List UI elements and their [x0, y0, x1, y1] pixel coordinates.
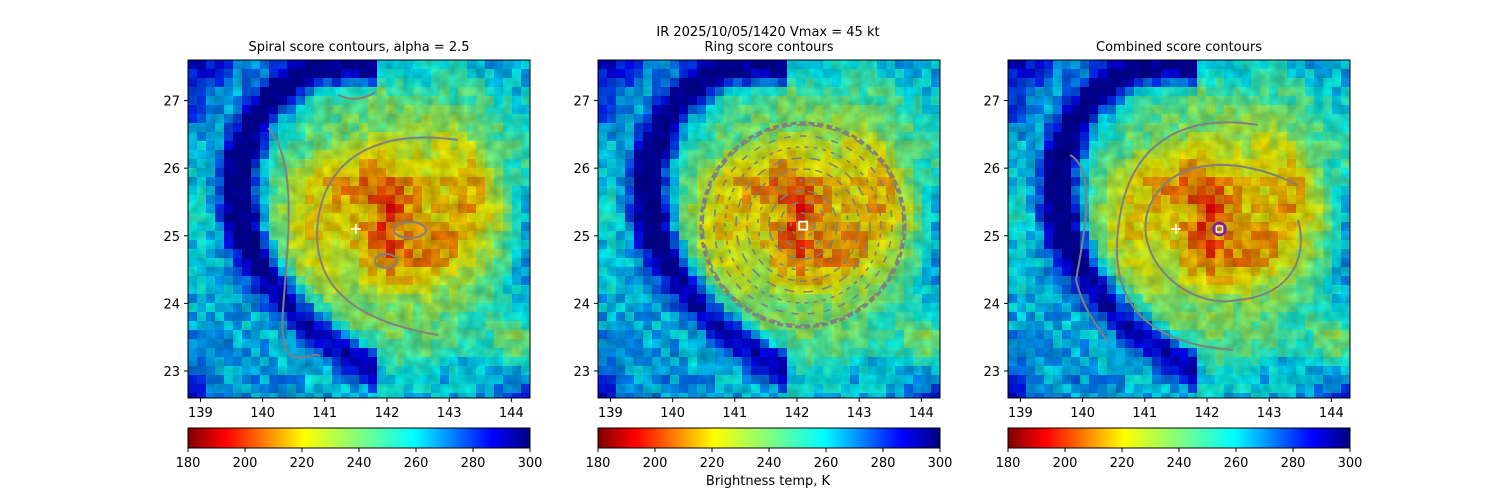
colorbar-tick-label: 220 — [290, 456, 315, 471]
spiral-contour — [337, 91, 377, 100]
y-tick-label: 24 — [573, 297, 590, 312]
spiral-contour — [316, 136, 459, 336]
colorbar — [187, 427, 531, 449]
x-tick-label: 143 — [1257, 406, 1282, 421]
x-tick-label: 139 — [598, 406, 623, 421]
ring-contour — [757, 179, 849, 271]
x-tick-label: 140 — [660, 406, 685, 421]
y-tick-label: 24 — [983, 297, 1000, 312]
panel-3: Combined score contours 139 140 141 142 143 14… — [983, 40, 1362, 471]
colorbar-tick-label: 240 — [347, 456, 372, 471]
suptitle: IR 2025/10/05/1420 Vmax = 45 kt — [656, 25, 879, 40]
x-tick-label: 139 — [188, 406, 213, 421]
ring-contour — [790, 212, 816, 238]
brightness-image — [598, 60, 940, 398]
panel-1: Spiral score contours, alpha = 2.5 139 140… — [163, 40, 542, 471]
x-tick-label: 139 — [1008, 406, 1033, 421]
brightness-image — [188, 60, 530, 398]
colorbar-tick-label: 240 — [757, 456, 782, 471]
x-tick-label: 143 — [437, 406, 462, 421]
colorbar-label: Brightness temp, K — [706, 474, 831, 489]
y-tick-label: 26 — [573, 162, 590, 177]
colorbar-tick-label: 280 — [461, 456, 486, 471]
colorbar-tick-label: 260 — [404, 456, 429, 471]
x-tick-label: 141 — [722, 406, 747, 421]
ring-contour — [779, 201, 827, 249]
x-tick-label: 140 — [250, 406, 275, 421]
y-tick-label: 25 — [573, 230, 590, 245]
center-marker-plus — [350, 224, 361, 234]
y-tick-label: 23 — [983, 365, 1000, 380]
x-tick-label: 144 — [909, 406, 934, 421]
x-tick-label: 141 — [1132, 406, 1157, 421]
y-tick-label: 23 — [163, 365, 180, 380]
y-tick-label: 27 — [573, 95, 590, 110]
colorbar-tick-label: 240 — [1167, 456, 1192, 471]
colorbar-tick-label: 260 — [814, 456, 839, 471]
ring-contour — [702, 124, 904, 326]
y-tick-label: 25 — [163, 230, 180, 245]
score-contours — [1069, 121, 1302, 351]
panel-title: Ring score contours — [704, 40, 833, 55]
colorbar-tick-label: 180 — [176, 456, 201, 471]
score-contours — [267, 91, 459, 359]
x-tick-label: 143 — [847, 406, 872, 421]
x-tick-label: 144 — [499, 406, 524, 421]
panel-title: Spiral score contours, alpha = 2.5 — [248, 40, 469, 55]
center-marker-plus — [1170, 224, 1181, 234]
y-tick-label: 25 — [983, 230, 1000, 245]
colorbar-tick-label: 180 — [586, 456, 611, 471]
y-tick-label: 24 — [163, 297, 180, 312]
colorbar-tick-label: 280 — [1281, 456, 1306, 471]
y-tick-label: 23 — [573, 365, 590, 380]
colorbar-tick-label: 260 — [1224, 456, 1249, 471]
y-tick-label: 27 — [983, 95, 1000, 110]
peak-marker-square — [1215, 225, 1224, 233]
colorbar-tick-label: 300 — [1338, 456, 1363, 471]
ring-contour — [713, 135, 893, 315]
colorbar-tick-label: 220 — [1110, 456, 1135, 471]
colorbar-tick-label: 180 — [996, 456, 1021, 471]
combined-contour — [1069, 154, 1109, 343]
colorbar-tick-label: 220 — [700, 456, 725, 471]
combined-contour — [1144, 163, 1302, 303]
score-contours — [699, 121, 907, 329]
colorbar — [597, 427, 941, 449]
y-tick-label: 26 — [983, 162, 1000, 177]
spiral-contour — [267, 127, 321, 359]
spiral-contour — [374, 253, 398, 269]
center-marker-square — [798, 220, 809, 231]
axes-frame — [1007, 59, 1351, 399]
ring-contour — [735, 157, 871, 293]
colorbar-tick-label: 300 — [928, 456, 953, 471]
colorbar-tick-label: 280 — [871, 456, 896, 471]
ring-contour — [724, 146, 882, 304]
colorbar-tick-label: 300 — [518, 456, 543, 471]
x-tick-label: 142 — [785, 406, 810, 421]
colorbar-tick-label: 200 — [643, 456, 668, 471]
panels: Spiral score contours, alpha = 2.5 139 140… — [163, 40, 1362, 471]
colorbar-tick-label: 200 — [233, 456, 258, 471]
x-tick-label: 142 — [375, 406, 400, 421]
x-tick-label: 142 — [1195, 406, 1220, 421]
spiral-contour — [393, 221, 427, 239]
axes-frame — [597, 59, 941, 399]
ring-contour — [746, 168, 860, 282]
colorbar — [1007, 427, 1351, 449]
x-tick-label: 140 — [1070, 406, 1095, 421]
ring-contour — [768, 190, 838, 260]
panel-title: Combined score contours — [1096, 40, 1262, 55]
x-tick-label: 144 — [1319, 406, 1344, 421]
peak-marker-circle — [1212, 221, 1227, 237]
brightness-image — [1008, 60, 1350, 398]
ring-contour — [699, 121, 907, 329]
axes-frame — [187, 59, 531, 399]
y-tick-label: 27 — [163, 95, 180, 110]
x-tick-label: 141 — [312, 406, 337, 421]
combined-contour — [1115, 121, 1259, 351]
colorbar-tick-label: 200 — [1053, 456, 1078, 471]
y-tick-label: 26 — [163, 162, 180, 177]
panel-2: Ring score contours 139 140 141 142 143 144 23 2… — [573, 40, 952, 471]
